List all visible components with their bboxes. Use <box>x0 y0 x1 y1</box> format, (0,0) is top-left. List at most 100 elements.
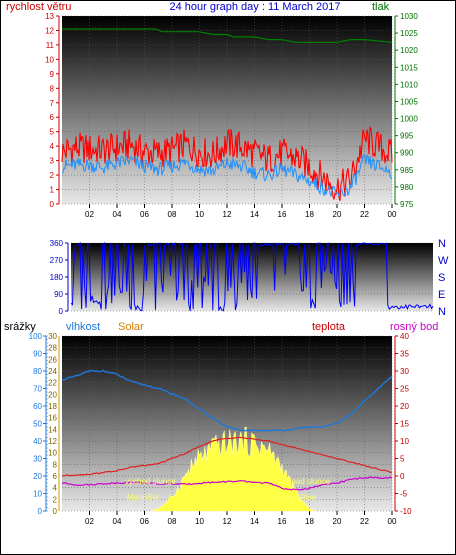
rain-tick-label: 50 <box>33 420 42 429</box>
wind-tick-label: 9 <box>50 70 55 79</box>
humidity-tick-label: 4 <box>53 484 58 493</box>
direction-tick-label: 270 <box>50 256 64 265</box>
pressure-tick-label: 1000 <box>400 115 418 124</box>
time-tick-label: 12 <box>223 517 232 526</box>
humidity-tick-label: 22 <box>48 379 57 388</box>
pressure-tick-label: 975 <box>400 200 414 209</box>
temperature-axis-label: teplota <box>312 321 346 333</box>
humidity-tick-label: 28 <box>48 344 57 353</box>
pressure-tick-label: 995 <box>400 132 414 141</box>
direction-tick-label: 360 <box>50 239 64 248</box>
rain-tick-label: 70 <box>33 385 42 394</box>
time-tick-label: 20 <box>333 517 342 526</box>
solar-label: Solar <box>118 321 144 333</box>
rain-tick-label: 100 <box>29 332 43 341</box>
humidity-tick-label: 20 <box>48 390 57 399</box>
pressure-tick-label: 1030 <box>400 12 418 21</box>
temperature-tick-label: -5 <box>400 490 408 499</box>
moonrise-annotation: Moon Rise <box>278 493 317 502</box>
temperature-tick-label: 35 <box>400 350 409 359</box>
temperature-tick-label: 25 <box>400 385 409 394</box>
time-tick-label: 18 <box>305 210 314 219</box>
humidity-tick-label: 6 <box>53 472 58 481</box>
humidity-tick-label: 26 <box>48 355 57 364</box>
humidity-tick-label: 12 <box>48 437 57 446</box>
rain-tick-label: 40 <box>33 437 42 446</box>
wind-direction-line <box>70 241 434 312</box>
rain-tick-label: 0 <box>38 507 43 516</box>
time-tick-label: 10 <box>195 517 204 526</box>
wind-tick-label: 6 <box>50 113 55 122</box>
time-tick-label: 04 <box>113 517 122 526</box>
pressure-tick-label: 1010 <box>400 80 418 89</box>
time-tick-label: 20 <box>333 210 342 219</box>
temperature-line <box>61 436 393 477</box>
time-tick-label: 10 <box>195 210 204 219</box>
compass-label: N <box>438 306 446 318</box>
wind-chart: 0123456789101112139759809859909951000100… <box>45 12 418 219</box>
direction-tick-label: 180 <box>50 273 64 282</box>
temperature-tick-label: 30 <box>400 367 409 376</box>
time-tick-label: 00 <box>388 210 397 219</box>
rain-tick-label: 10 <box>33 490 42 499</box>
wind-tick-label: 5 <box>50 128 55 137</box>
moonset-annotation: MoonSet <box>127 493 160 502</box>
temperature-tick-label: 20 <box>400 402 409 411</box>
time-tick-label: 08 <box>168 210 177 219</box>
sunrise-annotation: východ slunce <box>125 477 176 486</box>
pressure-tick-label: 990 <box>400 149 414 158</box>
time-tick-label: 14 <box>250 210 259 219</box>
time-tick-label: 14 <box>250 517 259 526</box>
dewpoint-line <box>61 476 393 491</box>
humidity-tick-label: 18 <box>48 402 57 411</box>
humidity-tick-label: 0 <box>53 507 58 516</box>
wind-average-line <box>61 154 393 197</box>
pressure-tick-label: 1020 <box>400 46 418 55</box>
pressure-tick-label: 980 <box>400 183 414 192</box>
rain-tick-label: 90 <box>33 350 42 359</box>
time-tick-label: 06 <box>140 210 149 219</box>
time-tick-label: 08 <box>168 517 177 526</box>
humidity-tick-label: 2 <box>53 495 58 504</box>
pressure-tick-label: 1025 <box>400 29 418 38</box>
temperature-tick-label: 5 <box>400 455 405 464</box>
time-tick-label: 12 <box>223 210 232 219</box>
compass-label: N <box>438 238 446 250</box>
wind-tick-label: 12 <box>45 26 54 35</box>
time-tick-label: 22 <box>360 517 369 526</box>
wind-tick-label: 1 <box>50 186 55 195</box>
time-tick-label: 16 <box>278 210 287 219</box>
rain-tick-label: 80 <box>33 367 42 376</box>
wind-tick-label: 8 <box>50 84 55 93</box>
pressure-tick-label: 1015 <box>400 63 418 72</box>
time-tick-label: 22 <box>360 210 369 219</box>
humidity-tick-label: 8 <box>53 460 58 469</box>
temperature-tick-label: -10 <box>400 507 412 516</box>
wind-tick-label: 10 <box>45 55 54 64</box>
compass-label: E <box>438 289 445 301</box>
pressure-tick-label: 985 <box>400 166 414 175</box>
temperature-chart: 0102030405060708090100024681012141618202… <box>29 332 412 526</box>
rain-tick-label: 60 <box>33 402 42 411</box>
humidity-tick-label: 14 <box>48 425 57 434</box>
pressure-axis-label: tlak <box>372 1 390 13</box>
wind-tick-label: 3 <box>50 157 55 166</box>
wind-tick-label: 4 <box>50 142 55 151</box>
direction-tick-label: 90 <box>54 290 63 299</box>
sunset-annotation: západ slunce <box>283 477 331 486</box>
wind-tick-label: 7 <box>50 99 55 108</box>
rain-axis-label: srážky <box>4 321 36 333</box>
time-tick-label: 18 <box>305 517 314 526</box>
time-tick-label: 16 <box>278 517 287 526</box>
solar-area <box>151 426 317 512</box>
wind-tick-label: 2 <box>50 171 55 180</box>
wind-axis-label: rychlost větru <box>6 1 71 13</box>
time-tick-label: 06 <box>140 517 149 526</box>
rain-tick-label: 20 <box>33 472 42 481</box>
chart-title: 24 hour graph day : 11 March 2017 <box>169 1 340 13</box>
time-tick-label: 02 <box>85 517 94 526</box>
humidity-tick-label: 10 <box>48 449 57 458</box>
time-tick-label: 04 <box>113 210 122 219</box>
